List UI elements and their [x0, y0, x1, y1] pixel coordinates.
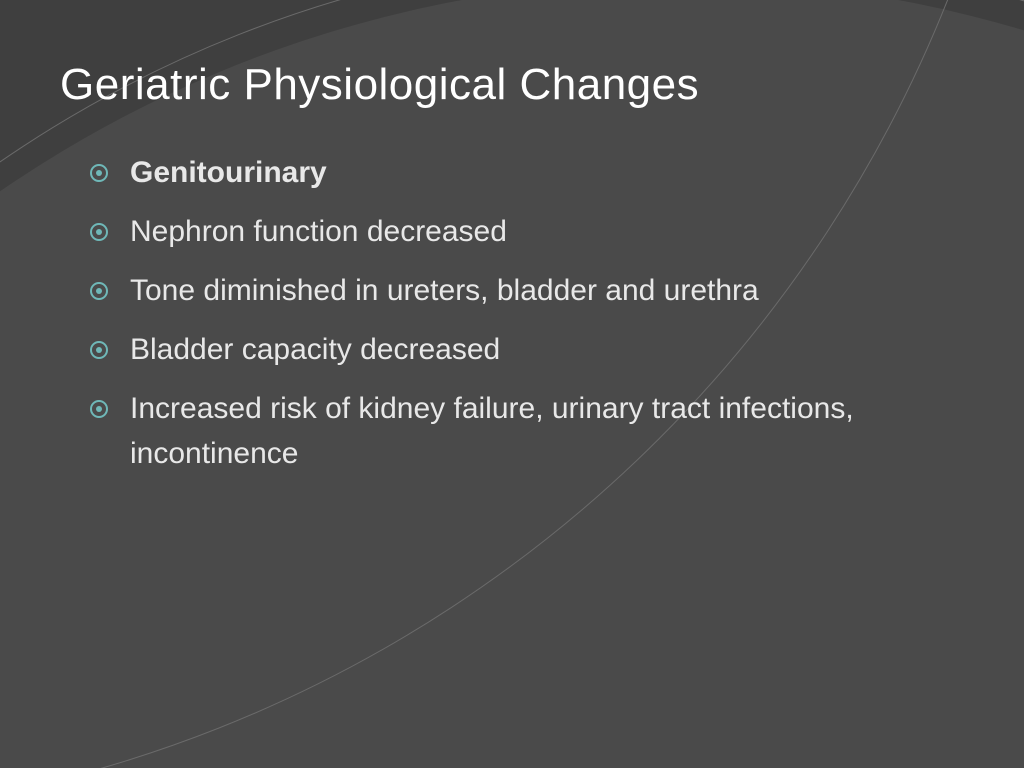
bullet-ring-icon [90, 282, 108, 300]
list-item: Increased risk of kidney failure, urinar… [90, 386, 964, 476]
list-item: Genitourinary [90, 150, 964, 195]
bullet-text: Nephron function decreased [130, 215, 507, 248]
bullet-ring-icon [90, 400, 108, 418]
bullet-ring-icon [90, 164, 108, 182]
bullet-text: Bladder capacity decreased [130, 333, 500, 366]
bullet-text: Genitourinary [130, 156, 327, 189]
bullet-text: Increased risk of kidney failure, urinar… [130, 392, 854, 470]
bullet-text: Tone diminished in ureters, bladder and … [130, 274, 759, 307]
slide: Geriatric Physiological Changes Genitour… [0, 0, 1024, 768]
bullet-ring-icon [90, 223, 108, 241]
list-item: Nephron function decreased [90, 209, 964, 254]
bullet-list: Genitourinary Nephron function decreased… [60, 150, 964, 476]
slide-title: Geriatric Physiological Changes [60, 60, 964, 110]
list-item: Bladder capacity decreased [90, 327, 964, 372]
bullet-ring-icon [90, 341, 108, 359]
list-item: Tone diminished in ureters, bladder and … [90, 268, 964, 313]
slide-content: Geriatric Physiological Changes Genitour… [0, 0, 1024, 768]
